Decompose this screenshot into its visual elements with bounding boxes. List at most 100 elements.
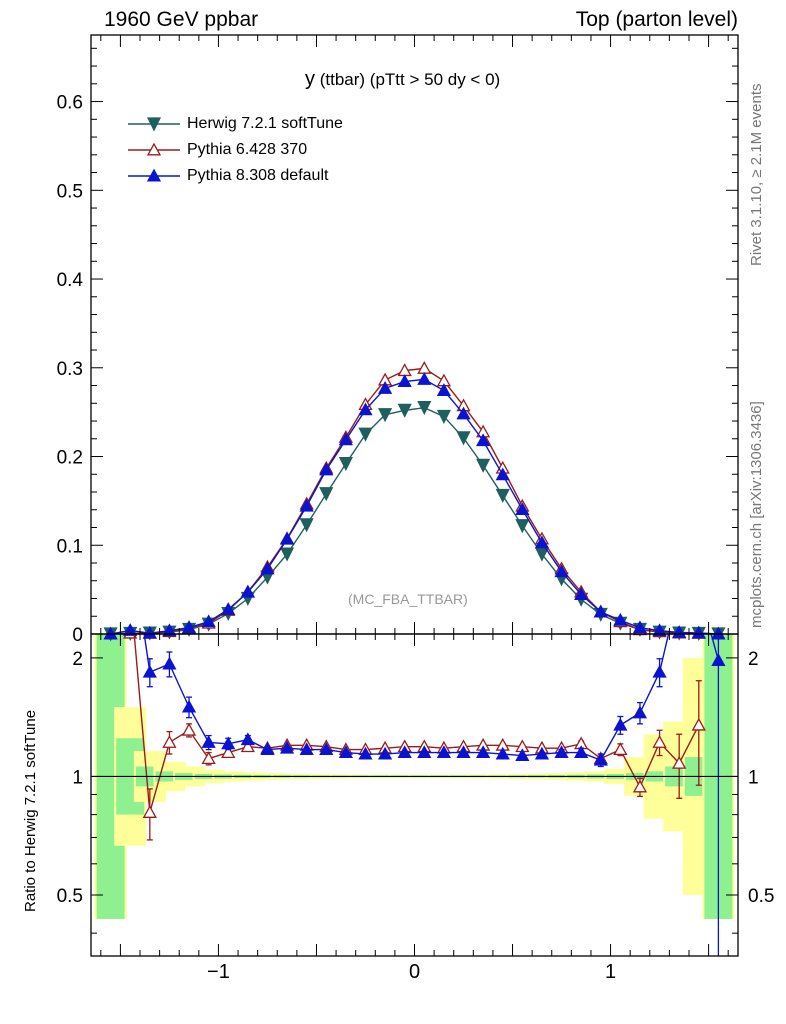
main-series-point-0	[280, 547, 295, 562]
ratio-series-point-1	[417, 745, 432, 758]
ratio-series-point-1	[338, 745, 353, 758]
main-ytick-label: 0.3	[57, 359, 83, 380]
main-series-point-2	[456, 406, 471, 420]
main-series-point-0	[397, 403, 412, 418]
ratio-series-point-1	[142, 664, 157, 678]
ratio-series-point-0	[221, 745, 236, 758]
ratio-series-point-1	[181, 699, 197, 713]
rivet-label: Rivet 3.1.10, ≥ 2.1M events	[748, 83, 765, 267]
main-series-point-2	[534, 535, 550, 549]
legend-label-pythia8: Pythia 8.308 default	[187, 167, 329, 184]
main-series-point-2	[240, 584, 255, 598]
ratio-ytick-label: 2	[72, 649, 83, 670]
header-right: Top (parton level)	[575, 8, 738, 31]
main-series-point-0	[417, 401, 432, 416]
ratio-series-point-0	[672, 755, 687, 769]
main-series-point-0	[495, 488, 510, 504]
plot-title-sub: (ttbar) (pTtt > 50 dy < 0)	[319, 70, 501, 89]
ratio-series-point-1	[554, 745, 569, 758]
ratio-series-point-1	[436, 745, 452, 758]
ratio-series-1	[142, 634, 726, 956]
ratio-series-point-0	[632, 779, 648, 793]
main-ytick-label: 0.2	[57, 448, 83, 469]
ratio-series-point-0	[162, 735, 177, 748]
mcplots-label: mcplots.cern.ch [arXiv:1306.3436]	[748, 401, 765, 628]
legend-marker-1	[146, 142, 162, 156]
ratio-ytick-label-right: 1	[748, 767, 759, 788]
main-ytick-label: 0	[72, 625, 83, 646]
ratio-series-point-0	[181, 722, 197, 736]
ratio-series-point-1	[201, 735, 216, 748]
legend-marker-0	[146, 117, 162, 132]
main-series-point-2	[201, 614, 216, 628]
main-series-point-2	[162, 623, 177, 637]
ratio-series-point-1	[711, 653, 726, 666]
main-ytick-label: 0.1	[57, 536, 83, 557]
main-series-point-2	[574, 587, 589, 600]
ratio-series-point-0	[652, 735, 667, 748]
ratio-xtick-label: −1	[207, 961, 230, 983]
ratio-series-point-0	[201, 751, 216, 765]
ratio-series-point-1	[456, 745, 471, 758]
main-series-point-2	[260, 561, 275, 575]
ratio-series-point-1	[162, 656, 177, 670]
legend-label-herwig: Herwig 7.2.1 softTune	[187, 115, 343, 132]
ratio-series-point-1	[632, 705, 648, 719]
main-series-point-0	[299, 518, 314, 533]
ratio-series-point-1	[495, 746, 510, 760]
legend-marker-2	[146, 168, 162, 182]
main-series-point-0	[476, 458, 491, 473]
main-ytick-label: 0.5	[57, 181, 83, 202]
ratio-ytick-label-right: 2	[748, 649, 759, 670]
main-series-point-2	[181, 620, 197, 633]
ratio-series-point-1	[299, 742, 314, 756]
main-series-point-2	[417, 372, 432, 385]
main-series-point-2	[123, 623, 138, 636]
main-series-point-2	[299, 498, 314, 512]
main-series-point-1	[417, 361, 432, 374]
main-series-point-2	[221, 602, 236, 615]
main-series-point-2	[554, 564, 569, 578]
main-series-point-2	[632, 620, 648, 634]
plot-title: y (ttbar) (pTtt > 50 dy < 0)	[305, 68, 500, 91]
ratio-series-point-0	[240, 739, 255, 753]
ratio-series-point-1	[221, 736, 236, 750]
ratio-series-point-0	[142, 805, 157, 818]
main-series-point-2	[397, 374, 412, 387]
ratio-xtick-label: 0	[409, 961, 420, 983]
main-series-point-0	[378, 408, 393, 423]
main-series-point-0	[358, 427, 373, 442]
main-ytick-label: 0.6	[57, 93, 83, 114]
main-series-point-2	[377, 381, 393, 394]
ratio-series-point-1	[515, 748, 530, 761]
analysis-watermark: (MC_FBA_TTBAR)	[348, 591, 468, 607]
ratio-series-point-1	[279, 740, 295, 754]
main-series-point-2	[476, 433, 491, 447]
ratio-series-line-1	[143, 634, 720, 762]
main-series-point-2	[515, 502, 530, 515]
main-series-point-2	[495, 467, 510, 481]
legend-label-pythia6: Pythia 6.428 370	[187, 141, 308, 158]
ratio-series-point-1	[377, 746, 393, 760]
main-series-point-2	[279, 531, 295, 545]
main-series-point-2	[436, 383, 452, 396]
main-series-point-2	[613, 612, 628, 626]
ratio-series-point-1	[534, 746, 550, 760]
main-series-point-0	[436, 409, 451, 425]
ratio-series-point-1	[652, 664, 667, 678]
ratio-series-point-1	[260, 742, 275, 756]
ratio-ytick-label: 1	[72, 767, 83, 788]
ratio-ytick-label-right: 0.5	[748, 886, 774, 907]
ratio-series-point-0	[691, 717, 706, 731]
ratio-series-point-1	[593, 752, 608, 766]
ratio-y-axis-label: Ratio to Herwig 7.2.1 softTune	[22, 709, 39, 912]
ratio-series-point-1	[613, 717, 628, 731]
ratio-series-point-1	[319, 742, 334, 756]
ratio-series-point-1	[240, 732, 255, 746]
main-series-point-2	[652, 623, 667, 637]
main-series-point-2	[319, 462, 334, 476]
plot-title-main: y	[305, 68, 315, 90]
main-series-point-0	[456, 431, 471, 446]
main-series-point-2	[142, 625, 157, 639]
main-series-point-0	[338, 456, 353, 472]
